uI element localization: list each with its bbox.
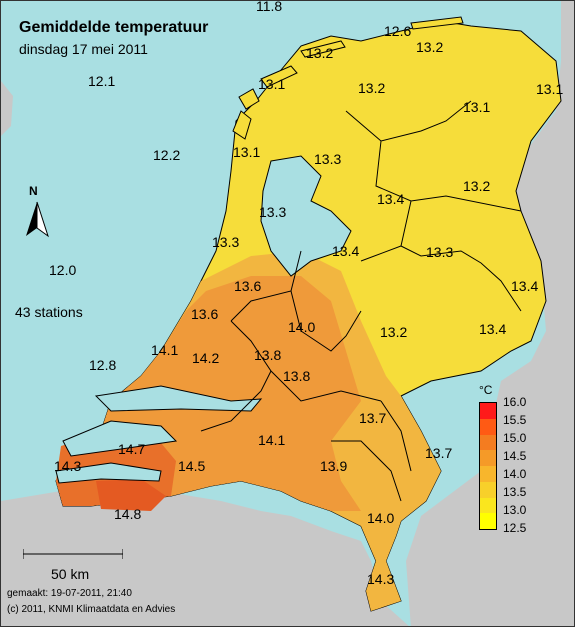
legend-color-segment [480, 513, 496, 529]
legend-tick-label: 14.5 [503, 449, 527, 463]
station-label: 12.0 [49, 262, 77, 278]
station-label: 13.6 [234, 278, 262, 294]
station-label: 13.2 [358, 80, 386, 96]
north-arrow: N [18, 184, 56, 242]
legend-tick-label: 12.5 [503, 521, 527, 535]
station-label: 12.6 [384, 23, 412, 39]
wadden-island-5 [410, 16, 464, 30]
legend: °C 16.0 15.5 15.0 14.5 14.0 13.5 13.0 12.5 [477, 383, 567, 543]
station-label: 14.1 [258, 432, 286, 448]
legend-color-segment [480, 450, 496, 466]
legend-tick-label: 13.0 [503, 503, 527, 517]
station-label: 13.1 [233, 144, 261, 160]
legend-tick-label: 15.5 [503, 413, 527, 427]
map-title: Gemiddelde temperatuur [19, 19, 209, 36]
legend-color-segment [480, 466, 496, 482]
station-label: 13.2 [306, 45, 334, 61]
station-label: 13.1 [258, 76, 286, 92]
station-label: 13.7 [359, 410, 387, 426]
scale-label: 50 km [51, 566, 90, 582]
legend-unit: °C [479, 383, 493, 397]
estuary-1 [62, 420, 178, 457]
station-label: 13.4 [511, 278, 539, 294]
station-label: 11.8 [256, 0, 283, 14]
station-label: 13.1 [536, 81, 564, 97]
wadden-island-2 [232, 110, 252, 140]
station-label: 13.8 [283, 368, 311, 384]
station-label: 14.0 [288, 319, 316, 335]
station-label: 14.7 [118, 441, 146, 457]
station-label: 13.2 [380, 324, 408, 340]
north-arrow-icon [26, 201, 49, 238]
wadden-island-3 [260, 65, 298, 88]
legend-tick-label: 14.0 [503, 467, 527, 481]
footer-copyright: (c) 2011, KNMI Klimaatdata en Advies [7, 604, 176, 615]
station-label: 13.9 [320, 458, 348, 474]
ijsselmeer [260, 155, 352, 277]
estuary-3 [94, 385, 263, 412]
station-label: 13.3 [212, 234, 240, 250]
station-label: 14.5 [178, 458, 206, 474]
scale-bar [23, 549, 123, 559]
foreign-land-left [1, 81, 13, 136]
legend-color-segment [480, 434, 496, 451]
legend-tick-label: 15.0 [503, 431, 527, 445]
legend-tick-label: 16.0 [503, 395, 527, 409]
legend-color-bar [479, 402, 497, 530]
wadden-island-4 [300, 40, 346, 58]
legend-tick-label: 13.5 [503, 485, 527, 499]
station-label: 14.1 [151, 342, 179, 358]
station-label: 13.3 [259, 204, 287, 220]
map-subtitle: dinsdag 17 mei 2011 [19, 41, 148, 57]
station-label: 14.0 [367, 510, 395, 526]
station-label: 14.3 [54, 458, 82, 474]
station-label: 13.7 [425, 445, 453, 461]
province-borders [200, 100, 522, 502]
foreign-land-germany [406, 1, 574, 626]
temp-zone-hot-2 [96, 479, 166, 511]
station-label: 13.4 [377, 191, 405, 207]
station-label: 13.2 [463, 178, 491, 194]
estuary-2 [55, 462, 162, 484]
stations-count: 43 stations [15, 304, 83, 320]
station-label: 13.3 [426, 244, 454, 260]
station-label: 13.4 [479, 321, 507, 337]
station-label: 12.8 [89, 357, 117, 373]
station-label: 13.6 [191, 306, 219, 322]
north-label: N [29, 184, 38, 198]
station-label: 13.4 [332, 243, 360, 259]
station-label: 12.1 [88, 73, 116, 89]
station-label: 14.3 [367, 571, 395, 587]
wadden-island-1 [238, 88, 260, 110]
foreign-land-belgium [1, 491, 409, 626]
station-label: 14.2 [192, 350, 220, 366]
legend-color-segment [480, 418, 496, 435]
station-label: 13.1 [463, 99, 491, 115]
station-label: 12.2 [153, 147, 181, 163]
footer-made: gemaakt: 19-07-2011, 21:40 [7, 588, 132, 599]
legend-color-segment [480, 481, 496, 498]
station-label: 14.8 [114, 506, 142, 522]
legend-color-segment [480, 497, 496, 514]
station-label: 13.3 [314, 151, 342, 167]
station-label: 13.8 [254, 347, 282, 363]
station-label: 13.2 [416, 39, 444, 55]
legend-color-segment [480, 403, 496, 419]
